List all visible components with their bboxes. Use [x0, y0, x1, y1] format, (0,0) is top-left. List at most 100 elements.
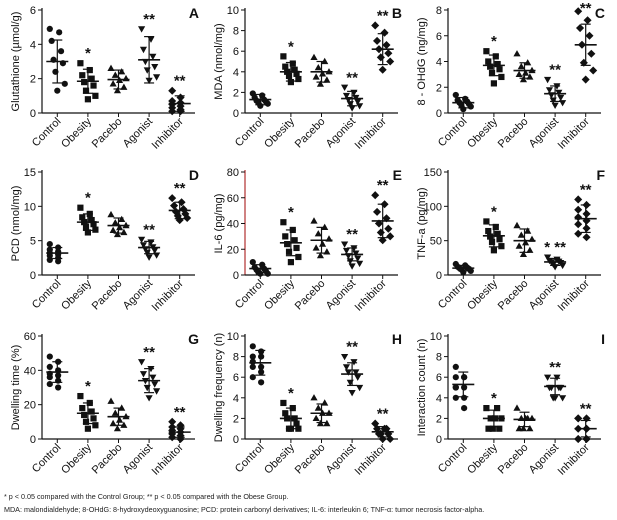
data-point-f [544, 254, 552, 261]
data-point-a [79, 72, 86, 79]
y-tick-label-i: 0 [436, 434, 442, 446]
x-tick-label-h: Pacebo [293, 442, 328, 477]
significance-d: ** [143, 221, 155, 238]
data-point-d [109, 226, 117, 233]
data-point-b [282, 63, 289, 70]
x-tick-label-a: Obesity [59, 115, 94, 150]
x-tick-label-i: Pacebo [496, 442, 531, 477]
data-point-a [81, 79, 88, 86]
data-point-h [258, 368, 265, 376]
data-point-g [168, 417, 177, 426]
data-point-h [352, 369, 360, 376]
data-point-a [122, 74, 130, 82]
significance-d: * [85, 190, 91, 207]
data-point-i [452, 384, 459, 391]
x-tick-label-h: Obesity [262, 441, 297, 476]
data-point-e [376, 228, 385, 237]
data-point-b [285, 72, 293, 80]
data-point-g [113, 425, 121, 432]
data-point-f [467, 267, 474, 274]
data-point-e [342, 247, 350, 255]
y-tick-label-f: 50 [430, 236, 442, 248]
data-point-f [574, 195, 583, 204]
y-tick-label-a: 6 [30, 5, 36, 17]
data-point-h [249, 363, 256, 370]
data-point-a [56, 29, 63, 36]
y-tick-label-g: 40 [24, 365, 36, 377]
data-point-i [483, 405, 490, 412]
data-point-c [517, 62, 525, 70]
data-point-d [55, 258, 62, 265]
data-point-h [249, 353, 256, 360]
data-point-e [373, 207, 382, 216]
data-point-f [490, 247, 497, 254]
y-tick-label-i: 4 [436, 393, 442, 405]
y-tick-label-c: 0 [436, 108, 442, 120]
x-tick-label-e: Inhibitor [353, 277, 389, 313]
data-point-i [551, 395, 559, 402]
data-point-b [373, 36, 382, 45]
data-point-h [341, 354, 349, 361]
data-point-g [55, 372, 62, 379]
data-point-d [46, 241, 53, 248]
data-point-f [582, 233, 591, 242]
data-point-h [310, 394, 318, 401]
data-point-f [559, 262, 567, 270]
data-point-c [585, 31, 594, 40]
data-point-d [116, 223, 124, 231]
significance-f: ** [580, 181, 592, 198]
data-point-i [582, 435, 591, 443]
data-point-e [341, 241, 349, 248]
data-point-e [316, 252, 324, 259]
data-point-e [371, 191, 380, 200]
data-point-b [319, 70, 327, 77]
data-point-b [291, 66, 298, 73]
data-point-a [118, 68, 126, 75]
x-tick-label-d: Control [30, 278, 64, 312]
y-axis-label-a: Glutathione (µmol/g) [10, 12, 22, 112]
x-tick-label-c: Inhibitor [556, 115, 592, 151]
data-point-f [492, 223, 499, 231]
data-point-c [551, 102, 559, 109]
x-tick-label-d: Inhibitor [150, 277, 186, 313]
y-tick-label-b: 6 [233, 46, 239, 58]
y-axis-label-e: IL-6 (pg/mg) [213, 194, 225, 254]
y-tick-label-g: 20 [24, 400, 36, 412]
data-point-a [57, 48, 65, 55]
y-tick-label-f: 0 [436, 270, 442, 282]
data-point-a [151, 64, 159, 71]
x-tick-label-g: Control [30, 442, 64, 476]
data-point-h [321, 399, 329, 406]
y-tick-label-b: 8 [233, 26, 239, 38]
data-point-e [319, 240, 327, 247]
data-point-h [312, 414, 320, 421]
data-point-a [153, 74, 161, 81]
y-tick-label-h: 8 [233, 352, 239, 364]
data-point-a [138, 26, 146, 33]
y-tick-label-i: 6 [436, 372, 442, 384]
data-point-a [46, 25, 53, 32]
data-point-c [496, 66, 503, 73]
significance-i: * [491, 390, 497, 407]
significance-b: * [288, 38, 294, 55]
data-point-f [582, 224, 591, 233]
data-point-c [589, 66, 598, 75]
data-point-c [587, 49, 596, 58]
data-point-f [515, 242, 523, 249]
y-tick-label-e: 80 [227, 167, 239, 179]
data-point-g [46, 353, 53, 360]
x-tick-label-f: Inhibitor [556, 277, 592, 313]
data-point-g [116, 416, 124, 423]
data-point-b [295, 75, 302, 83]
y-tick-label-b: 4 [233, 67, 239, 79]
data-point-i [452, 374, 459, 381]
data-point-g [143, 384, 151, 392]
y-tick-label-b: 0 [233, 108, 239, 120]
data-point-f [582, 209, 591, 218]
data-point-a [84, 96, 91, 103]
